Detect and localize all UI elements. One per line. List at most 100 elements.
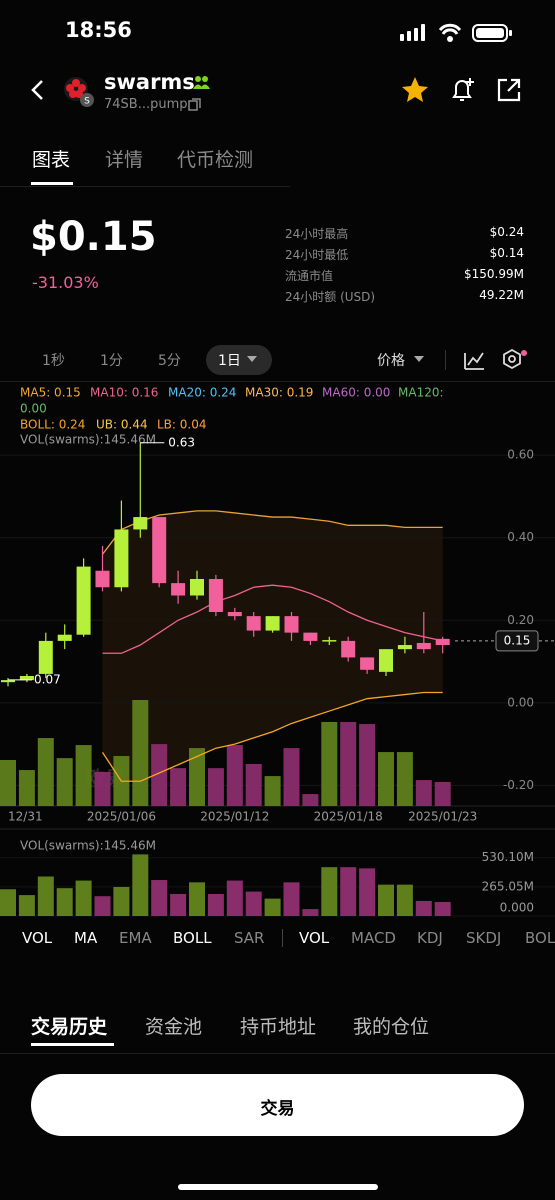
stat-label: 24小时额 (USD) xyxy=(285,290,376,304)
candle-body xyxy=(379,649,393,672)
volume-bar xyxy=(18,895,35,916)
volume-bar xyxy=(189,882,205,916)
volume-bar xyxy=(264,898,281,916)
candle-body xyxy=(95,570,110,588)
bottom-tab[interactable]: 交易历史 xyxy=(31,1016,108,1038)
volume-bar xyxy=(151,880,168,916)
volume-overlay-bar xyxy=(340,721,357,806)
bottom-tab[interactable]: 资金池 xyxy=(145,1016,203,1038)
stat-value: $0.24 xyxy=(489,225,524,239)
tab[interactable]: 代币检测 xyxy=(177,149,254,171)
indicator-tab[interactable]: VOL xyxy=(22,929,53,947)
candle-body xyxy=(284,616,299,633)
interval[interactable]: 5分 xyxy=(158,353,181,369)
price-change: -31.03% xyxy=(32,273,99,292)
trade-button-label[interactable]: 交易 xyxy=(260,1099,295,1119)
candle-body xyxy=(152,517,167,584)
bottom-tab[interactable]: 我的仓位 xyxy=(353,1016,430,1038)
candle-body xyxy=(208,578,223,613)
token-address: 74SB...pump xyxy=(104,97,188,112)
back-button[interactable] xyxy=(28,78,48,102)
y-tick-label: 0.60 xyxy=(507,448,534,462)
divider xyxy=(445,350,446,370)
interval[interactable]: 1秒 xyxy=(42,353,65,369)
candle-body xyxy=(416,642,431,650)
divider xyxy=(0,186,290,187)
volume-overlay-bar xyxy=(245,763,262,806)
indicator-tab[interactable]: SKDJ xyxy=(466,929,502,947)
volume-bar xyxy=(226,880,243,916)
candle-body xyxy=(1,680,15,683)
indicator-tab[interactable]: BOL xyxy=(525,929,555,947)
volume-overlay-bar xyxy=(189,748,205,806)
interval-active-bg[interactable] xyxy=(206,345,272,375)
volume-bar xyxy=(396,884,413,916)
interval[interactable]: 1分 xyxy=(100,353,123,369)
trade-button[interactable] xyxy=(31,1074,524,1136)
dropdown-arrow xyxy=(414,356,424,362)
home-indicator xyxy=(178,1184,378,1190)
boll-label: UB: 0.44 xyxy=(96,418,148,432)
ma-label: MA60: 0.00 xyxy=(322,386,390,400)
favorite-star[interactable] xyxy=(400,75,430,105)
vol-tick-label: 0.000 xyxy=(500,901,534,915)
volume-overlay-bar xyxy=(94,771,111,806)
last-price-box xyxy=(495,630,539,652)
volume-bar xyxy=(321,867,338,916)
volume-overlay-bar xyxy=(37,738,54,806)
candle-body xyxy=(246,616,261,631)
tab-underline xyxy=(31,182,73,185)
volume-bar xyxy=(37,876,54,916)
price-menu[interactable]: 价格 xyxy=(377,353,405,369)
candle-body xyxy=(435,638,450,646)
ma-label: MA10: 0.16 xyxy=(90,386,158,400)
volume-bar xyxy=(207,894,224,916)
stat-label: 24小时最低 xyxy=(285,248,349,262)
token-name: swarms xyxy=(104,70,195,94)
vol-tick-label: 265.05M xyxy=(482,879,534,893)
y-tick-label: 0.40 xyxy=(507,530,534,544)
volume-bar xyxy=(245,891,262,916)
indicator-tab[interactable]: BOLL xyxy=(173,929,212,947)
candle-body xyxy=(133,517,148,530)
candle-body xyxy=(341,640,356,658)
tab-underline xyxy=(31,1043,114,1046)
volume-bar xyxy=(170,894,187,916)
candle-body xyxy=(397,645,412,650)
volume-overlay-bar xyxy=(321,721,338,806)
indicator-tab[interactable]: EMA xyxy=(119,929,152,947)
candle-body xyxy=(265,616,280,631)
copy-icon[interactable] xyxy=(188,98,202,112)
indicator-tab[interactable]: KDJ xyxy=(417,929,443,947)
indicator-tab[interactable]: MA xyxy=(74,929,98,947)
dropdown-arrow xyxy=(247,356,257,362)
volume-overlay-bar xyxy=(283,748,300,806)
y-tick-label: 0.20 xyxy=(507,613,534,627)
tab[interactable]: 详情 xyxy=(105,149,144,171)
candle-body xyxy=(114,529,129,588)
alert-button[interactable] xyxy=(448,75,478,105)
indicator-icon[interactable] xyxy=(462,349,486,371)
stat-value: $150.99M xyxy=(464,267,524,281)
boll-label: BOLL: 0.24 xyxy=(20,418,85,432)
volume-bar xyxy=(0,889,16,916)
indicator-tab[interactable]: VOL xyxy=(299,929,330,947)
indicator-tab[interactable]: MACD xyxy=(351,929,396,947)
interval-active[interactable]: 1日 xyxy=(218,353,241,369)
y-tick-label: 0.00 xyxy=(507,695,534,709)
tab-active[interactable]: 图表 xyxy=(32,149,71,171)
min-annotation: 0.07 xyxy=(34,672,61,686)
kline-chart: MA5: 0.15 MA10: 0.16 MA20: 0.24 MA30: 0.… xyxy=(0,386,555,917)
share-button[interactable] xyxy=(495,76,523,104)
ma-label: MA120: xyxy=(398,386,444,400)
candle-body xyxy=(38,640,53,674)
boll-line xyxy=(101,510,443,555)
volume-bar xyxy=(94,896,111,916)
indicator-tab[interactable]: SAR xyxy=(234,929,265,947)
candle-body xyxy=(57,634,72,641)
ma-label: MA20: 0.24 xyxy=(168,386,236,400)
settings-icon[interactable] xyxy=(500,348,530,372)
bottom-tab[interactable]: 持币地址 xyxy=(240,1016,317,1038)
candle-body xyxy=(19,675,34,681)
boll-line xyxy=(101,691,443,782)
